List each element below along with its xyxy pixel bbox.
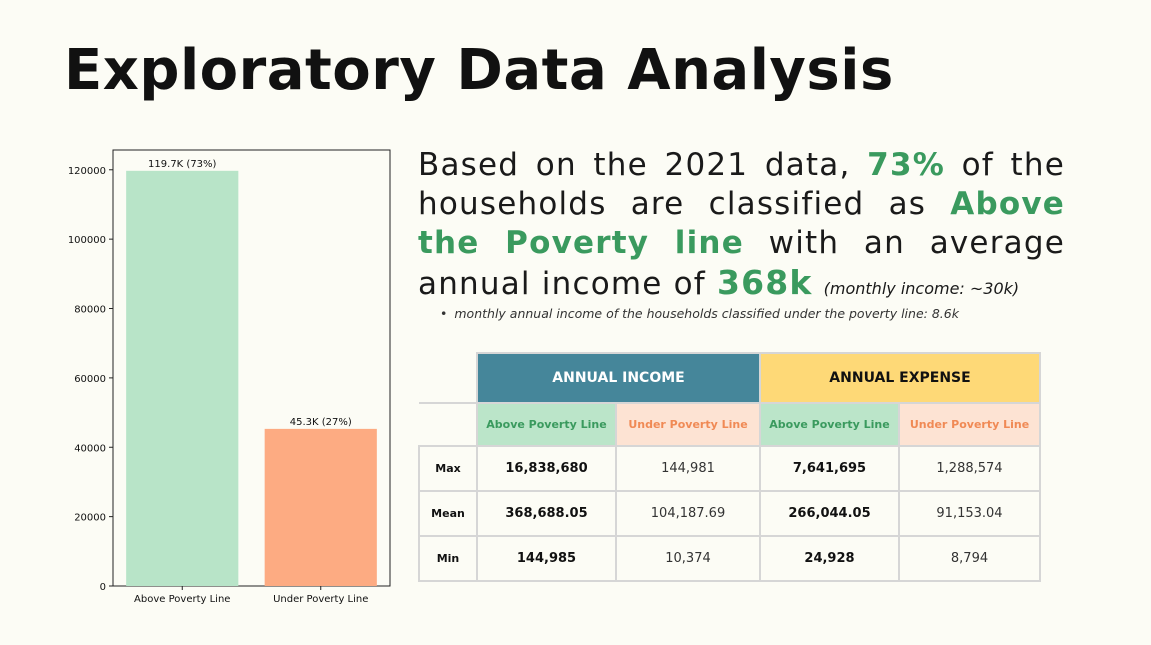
summary-part-2: of the households are classified as [418, 147, 1065, 222]
bullet-note: monthly annual income of the households … [440, 306, 959, 321]
summary-percentage: 73% [867, 147, 945, 183]
bar-data-label: 45.3K (27%) [290, 417, 352, 428]
table-cell: 144,981 [615, 445, 761, 492]
table-cell: 91,153.04 [898, 490, 1041, 537]
group-annual-expense: ANNUAL EXPENSE [759, 352, 1041, 404]
table-cell: 1,288,574 [898, 445, 1041, 492]
table-cell: 368,688.05 [476, 490, 617, 537]
x-tick-label: Under Poverty Line [273, 594, 368, 605]
summary-income: 368k [716, 263, 813, 302]
table-cell: 104,187.69 [615, 490, 761, 537]
table-cell: 16,838,680 [476, 445, 617, 492]
page-title: Exploratory Data Analysis [64, 38, 894, 103]
blank-corner [419, 353, 478, 404]
table-cell: 266,044.05 [759, 490, 900, 537]
y-tick-label: 60000 [74, 374, 106, 385]
stats-table: ANNUAL INCOME ANNUAL EXPENSE Above Pover… [418, 352, 1041, 582]
summary-part-3: with an average annual income of [418, 225, 1065, 302]
plot-frame [112, 149, 391, 587]
group-header-row: ANNUAL INCOME ANNUAL EXPENSE [419, 352, 1041, 404]
summary-note: (monthly income: ~30k) [823, 279, 1020, 298]
table-cell: 10,374 [615, 535, 761, 582]
group-annual-income: ANNUAL INCOME [476, 352, 761, 404]
summary-classification: Above the Poverty line [418, 186, 1065, 261]
row-label: Mean [418, 490, 478, 537]
y-tick-label: 0 [100, 582, 106, 593]
table-cell: 7,641,695 [759, 445, 900, 492]
y-tick-label: 100000 [68, 235, 106, 246]
subheader-expense-under: Under Poverty Line [898, 402, 1041, 447]
subheader-income-under: Under Poverty Line [615, 402, 761, 447]
table-row: Min 144,985 10,374 24,928 8,794 [418, 535, 1041, 582]
table-cell: 144,985 [476, 535, 617, 582]
y-tick-label: 80000 [74, 305, 106, 316]
table-cell: 24,928 [759, 535, 900, 582]
bar-data-label: 119.7K (73%) [148, 159, 216, 170]
bar-1 [126, 170, 239, 586]
subheader-expense-above: Above Poverty Line [759, 402, 900, 447]
summary-text: Based on the 2021 data, 73% of the house… [418, 146, 1065, 308]
table-cell: 8,794 [898, 535, 1041, 582]
y-tick-label: 120000 [68, 166, 106, 177]
y-tick-label: 40000 [74, 443, 106, 454]
row-label: Max [418, 445, 478, 492]
bar-2 [264, 428, 377, 586]
summary-part-1: Based on the 2021 data, [418, 147, 868, 183]
blank-corner-2 [419, 403, 478, 447]
row-label: Min [418, 535, 478, 582]
table-row: Mean 368,688.05 104,187.69 266,044.05 91… [418, 490, 1041, 537]
subheader-row: Above Poverty Line Under Poverty Line Ab… [419, 402, 1041, 447]
bar-chart: 0 20000 40000 60000 80000 100000 120000 119.7K … [68, 149, 391, 605]
x-tick-label: Above Poverty Line [134, 594, 230, 605]
subheader-income-above: Above Poverty Line [476, 402, 617, 447]
table-row: Max 16,838,680 144,981 7,641,695 1,288,5… [418, 445, 1041, 492]
y-tick-label: 20000 [74, 513, 106, 524]
